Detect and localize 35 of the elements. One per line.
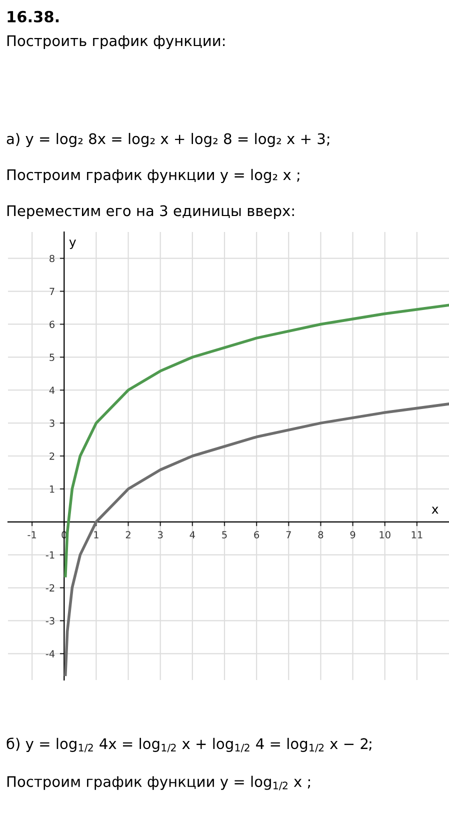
x-tick-label: 7: [286, 531, 291, 538]
x-tick-label: 4: [190, 531, 195, 538]
y-tick-label: -2: [46, 584, 54, 592]
y-tick-label: 2: [50, 452, 54, 460]
y-tick-label: -4: [46, 650, 55, 658]
x-tick-label: 10: [380, 531, 390, 538]
x-tick-label: 8: [318, 531, 324, 538]
y-axis-title: y: [69, 240, 76, 250]
x-tick-label: 9: [350, 531, 356, 538]
text: Построить график функции:: [7, 35, 225, 50]
x-tick-label: 1: [94, 531, 98, 538]
y-tick-label: 5: [50, 354, 54, 362]
x-tick-label: 5: [222, 531, 227, 538]
y-tick-label: 8: [50, 254, 54, 262]
x-axis-title: x: [432, 506, 438, 514]
x-tick-label: 2: [126, 531, 130, 538]
y-tick-label: 7: [50, 288, 54, 295]
y-tick-label: 1: [50, 486, 54, 493]
text: Построим график функции y = log$_{1/2}$ x ;: [7, 776, 310, 790]
y-tick-label: -3: [46, 617, 54, 625]
text: Построим график функции y = log₂ x ;: [7, 168, 300, 184]
line-series: [64, 304, 449, 578]
y-tick-label: -1: [46, 551, 54, 559]
y-tick-label: 4: [49, 386, 55, 394]
chart-title: 16.38.: [8, 10, 59, 22]
x-tick-label: 11: [412, 531, 422, 538]
text: Переместим его на 3 единицы вверх:: [7, 205, 294, 220]
x-tick-label: 3: [158, 531, 163, 538]
text: а) y = log₂ 8x = log₂ x + log₂ 8 = log₂ x + 3;: [6, 132, 330, 148]
y-tick-label: 3: [50, 420, 54, 427]
x-tick-label: 6: [254, 531, 260, 538]
text: б) y = log$_{1/2}$ 4x = log$_{1/2}$ x + log$_{1/2}$ 4 = log$_{1/2}$ x − 2;: [6, 738, 372, 752]
x-tick-label: -1: [28, 531, 36, 538]
line-series: [64, 402, 449, 676]
y-tick-label: 6: [50, 320, 54, 328]
